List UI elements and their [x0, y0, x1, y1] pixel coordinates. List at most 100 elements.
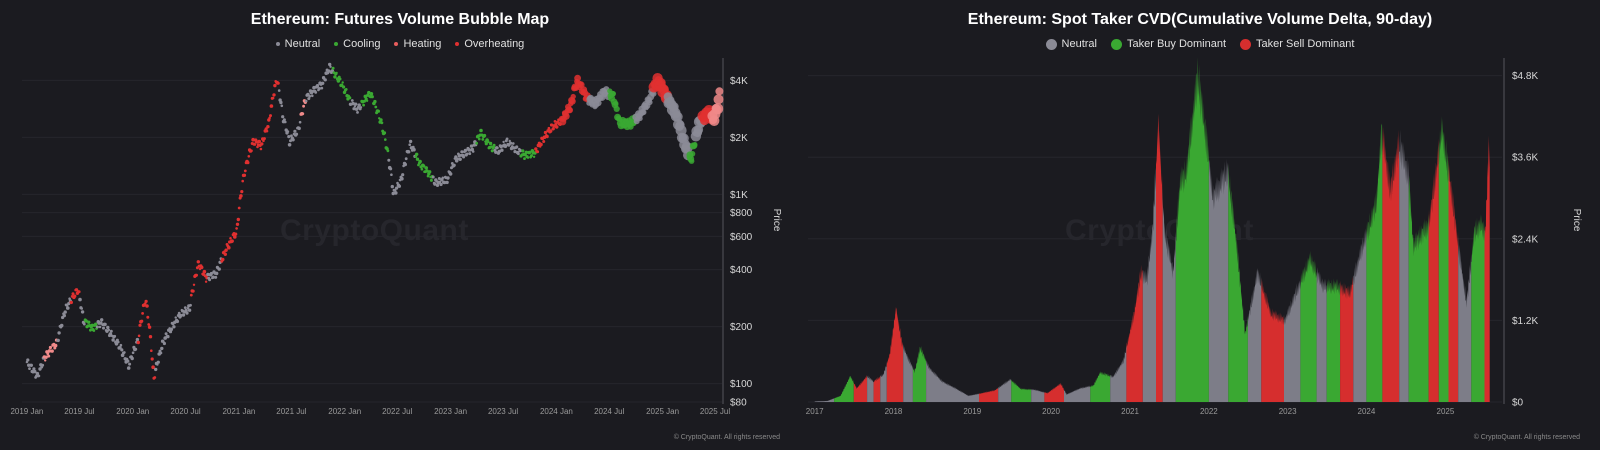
bubble-point — [287, 143, 292, 147]
bubble-point — [147, 323, 151, 326]
bubble-point — [126, 366, 131, 370]
cvd-segment — [1228, 163, 1248, 402]
bubble-point — [33, 369, 37, 374]
y-tick-label: $800 — [730, 208, 753, 219]
bubble-point — [304, 99, 308, 103]
bubble-point — [344, 88, 348, 91]
bubble-point — [172, 325, 176, 329]
bubble-point — [241, 179, 244, 183]
bubble-point — [206, 272, 210, 277]
bubble-point — [169, 327, 174, 332]
bubble-point — [458, 157, 462, 161]
bubble-point — [545, 134, 549, 139]
bubble-point — [401, 173, 405, 177]
bubble-point — [179, 313, 183, 318]
bubble-point — [374, 105, 378, 109]
bubble-point — [276, 81, 280, 85]
bubble-point — [220, 257, 225, 262]
bubble-point — [387, 158, 391, 162]
bubble-point — [134, 347, 138, 351]
bubble-point — [539, 142, 543, 147]
bubble-point — [235, 222, 240, 226]
bubble-point — [353, 105, 357, 108]
copyright-text: © CryptoQuant. All rights reserved — [673, 434, 780, 441]
bubble-point — [136, 340, 140, 345]
bubble-point — [362, 103, 365, 107]
cvd-segment — [1044, 382, 1064, 402]
bubble-point — [505, 137, 509, 141]
bubble-point — [144, 299, 148, 303]
bubble-point — [647, 99, 653, 106]
cvd-segment — [834, 375, 854, 402]
bubble-point — [107, 328, 110, 332]
legend-item-taker-buy[interactable]: Taker Buy Dominant — [1110, 38, 1226, 50]
bubble-point — [233, 235, 237, 239]
bubble-point — [454, 155, 458, 159]
bubble-point — [518, 148, 522, 153]
bubble-point — [230, 239, 234, 243]
bubble-point — [530, 154, 533, 158]
cvd-segment — [886, 306, 904, 402]
legend-item-neutral[interactable]: Neutral — [275, 38, 320, 50]
legend-item-cooling[interactable]: Cooling — [334, 38, 380, 50]
y-tick-label: $400 — [730, 265, 753, 276]
cvd-panel: Ethereum: Spot Taker CVD(Cumulative Volu… — [800, 0, 1600, 450]
legend-dot — [1110, 38, 1122, 50]
legend-item-neutral[interactable]: Neutral — [1045, 38, 1097, 50]
bubble-point — [265, 129, 269, 133]
bubble-point — [390, 184, 394, 189]
bubble-point — [284, 120, 287, 124]
bubble-point — [404, 157, 408, 161]
bubble-point — [137, 334, 141, 338]
bubble-point — [186, 307, 190, 310]
bubble-point — [37, 374, 41, 378]
legend-item-taker-sell[interactable]: Taker Sell Dominant — [1240, 38, 1354, 50]
bubble-point — [437, 177, 441, 180]
bubble-point — [613, 100, 619, 107]
bubble-point — [94, 322, 98, 326]
cvd-segment — [1261, 277, 1284, 402]
legend-dot — [1045, 38, 1057, 50]
bubble-point — [412, 147, 416, 152]
cvd-segment — [1353, 228, 1367, 402]
bubble-point — [331, 66, 335, 70]
bubble-point — [100, 318, 104, 322]
bubble-point — [243, 169, 247, 173]
cvd-segment — [1208, 158, 1229, 402]
bubble-point — [287, 135, 291, 139]
bubble-point — [162, 341, 166, 346]
bubble-point — [174, 316, 177, 319]
bubble-point — [312, 85, 316, 90]
bubble-point — [119, 343, 123, 347]
bubble-point — [184, 308, 188, 313]
bubble-point — [420, 167, 424, 171]
cvd-segment — [1162, 186, 1176, 402]
bubble-point — [380, 121, 384, 125]
bubble-point — [92, 329, 96, 332]
x-tick-label: 2023 Jul — [488, 407, 518, 416]
y-tick-label: $100 — [730, 379, 753, 390]
bubble-point — [478, 137, 481, 141]
bubble-point — [688, 158, 695, 164]
bubble-point — [189, 293, 193, 297]
bubble-point — [202, 269, 207, 274]
bubble-point — [68, 297, 71, 301]
legend-item-heating[interactable]: Heating — [394, 38, 441, 50]
bubble-point — [277, 89, 281, 92]
bubble-point — [496, 146, 499, 150]
bubble-point — [106, 325, 110, 330]
bubble-point — [513, 150, 517, 154]
bubble-point — [515, 145, 519, 149]
bubble-point — [242, 173, 247, 177]
legend-item-overheating[interactable]: Overheating — [455, 38, 524, 50]
bubble-point — [403, 162, 407, 167]
bubble-point — [236, 217, 240, 222]
bubble-point — [452, 163, 456, 167]
cvd-segment — [903, 344, 913, 402]
bubble-point — [156, 360, 160, 364]
x-tick-label: 2021 Jan — [222, 407, 255, 416]
legend-label: Overheating — [464, 38, 525, 50]
bubble-point — [147, 325, 152, 329]
bubble-point — [488, 141, 493, 146]
cvd-segment — [814, 398, 835, 402]
